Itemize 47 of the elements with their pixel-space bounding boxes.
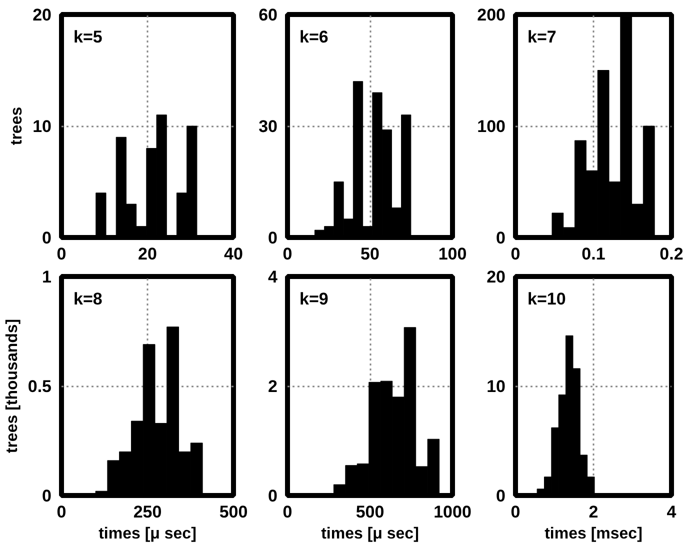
y-tick-label: 0 [496, 228, 506, 248]
x-tick-label: 50 [360, 244, 380, 264]
y-tick-label: 20 [486, 268, 506, 286]
y-tick-label: 60 [258, 6, 278, 24]
y-tick-label: 0 [496, 486, 506, 506]
x-tick-label: 20 [138, 244, 157, 264]
y-tick-label: 100 [477, 117, 506, 136]
x-tick-label: 500 [219, 502, 248, 522]
x-tick-label: 0 [282, 244, 292, 264]
x-axis-title: times [msec] [544, 526, 642, 542]
y-tick-label: 0 [42, 228, 52, 248]
y-tick-label: 0 [268, 486, 278, 506]
x-tick-label: 0.1 [582, 244, 606, 264]
x-tick-label: 250 [133, 502, 162, 522]
x-axis-title: times [μ sec] [98, 526, 196, 542]
y-tick-label: 200 [477, 6, 506, 24]
x-tick-label: 0 [510, 502, 520, 522]
x-tick-label: 2 [588, 502, 598, 522]
y-tick-label: 10 [486, 377, 506, 396]
annotation: k=6 [300, 28, 328, 46]
x-tick-label: 0.2 [660, 244, 684, 264]
annotation: k=5 [74, 28, 102, 46]
x-tick-label: 500 [356, 502, 384, 522]
x-tick-label: 0 [282, 502, 292, 522]
x-tick-label: 40 [224, 244, 243, 264]
y-tick-label: 30 [258, 117, 278, 136]
y-axis-title: trees [thousands] [4, 318, 21, 454]
y-tick-label: 20 [32, 6, 52, 24]
annotation: k=9 [300, 290, 328, 308]
x-tick-label: 4 [666, 502, 677, 522]
annotation: k=7 [528, 28, 556, 46]
x-tick-label: 1000 [434, 502, 472, 522]
x-tick-label: 0 [56, 244, 66, 264]
y-tick-label: 0 [42, 486, 52, 506]
x-axis-title: times [μ sec] [321, 526, 419, 542]
x-tick-label: 0 [56, 502, 66, 522]
y-tick-label: 1 [42, 268, 52, 286]
annotation: k=10 [528, 290, 566, 308]
y-tick-label: 10 [32, 117, 52, 136]
y-tick-label: 0 [268, 228, 278, 248]
x-tick-label: 0 [510, 244, 520, 264]
annotation: k=8 [74, 290, 102, 308]
y-tick-label: 2 [268, 377, 278, 396]
x-tick-label: 100 [438, 244, 467, 264]
y-tick-label: 4 [268, 268, 278, 286]
y-axis-title: trees [8, 106, 26, 146]
y-tick-label: 0.5 [28, 377, 52, 396]
